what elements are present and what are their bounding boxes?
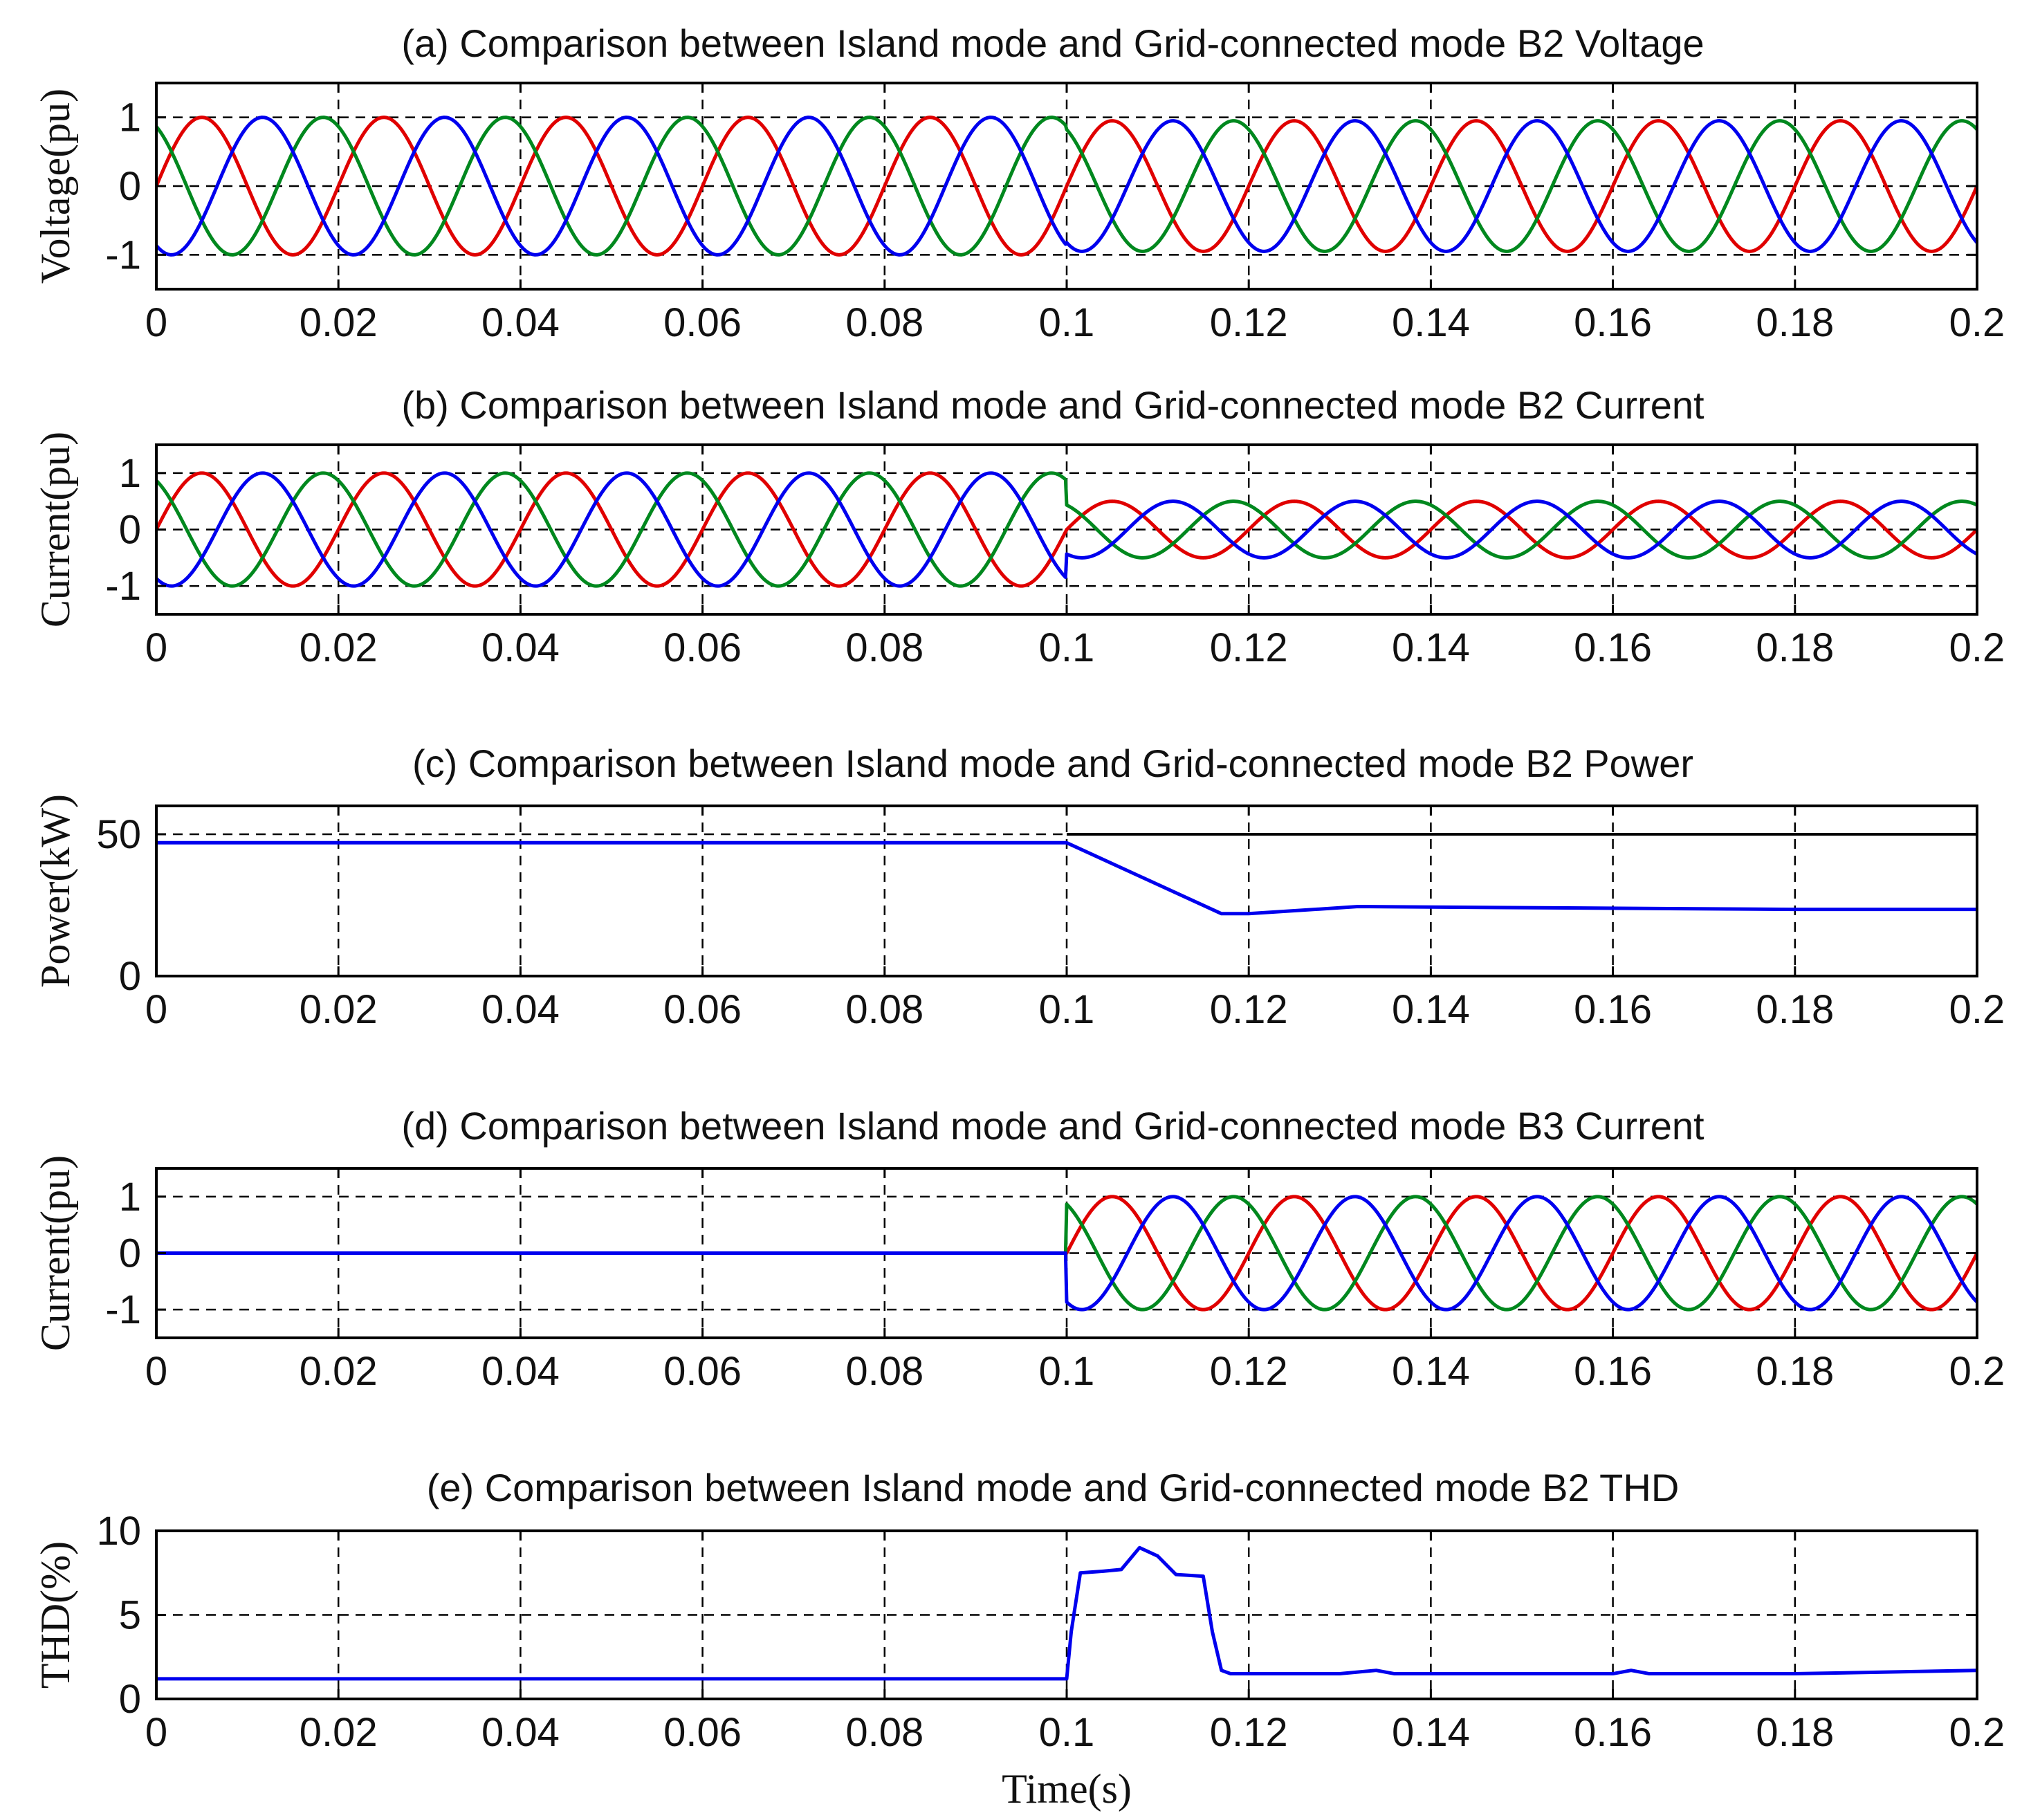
x-tick-label: 0.1 — [1039, 1710, 1095, 1755]
x-tick-label: 0.18 — [1756, 1349, 1834, 1394]
y-tick-label: -1 — [105, 232, 141, 277]
x-tick-label: 0.04 — [481, 1710, 560, 1755]
y-tick-label: 1 — [119, 95, 141, 140]
x-tick-label: 0.04 — [481, 1349, 560, 1394]
x-tick-label: 0.18 — [1756, 1710, 1834, 1755]
y-tick-label: 1 — [119, 1175, 141, 1220]
y-tick-label: 50 — [96, 812, 141, 857]
x-tick-label: 0.02 — [300, 625, 378, 670]
x-tick-label: 0.18 — [1756, 987, 1834, 1032]
y-tick-label: -1 — [105, 564, 141, 609]
x-tick-label: 0.12 — [1210, 987, 1288, 1032]
x-tick-label: 0.2 — [1949, 300, 2005, 345]
x-tick-label: 0.12 — [1210, 1710, 1288, 1755]
x-tick-label: 0.04 — [481, 987, 560, 1032]
x-tick-label: 0.12 — [1210, 300, 1288, 345]
x-tick-label: 0.06 — [663, 1710, 742, 1755]
series-line — [156, 1545, 1977, 1681]
x-tick-label: 0.02 — [300, 1710, 378, 1755]
chart-title: (c) Comparison between Island mode and G… — [412, 742, 1693, 785]
x-tick-label: 0.04 — [481, 300, 560, 345]
x-tick-label: 0.16 — [1574, 300, 1652, 345]
chart-title: (a) Comparison between Island mode and G… — [401, 21, 1704, 65]
y-axis-label: THD(%) — [33, 1541, 78, 1689]
x-tick-label: 0.1 — [1039, 987, 1095, 1032]
x-tick-label: 0.14 — [1392, 1349, 1470, 1394]
x-tick-label: 0.08 — [845, 987, 923, 1032]
x-tick-label: 0 — [145, 1349, 167, 1394]
phase-waveform-1 — [156, 471, 1977, 588]
phase-waveform-2 — [156, 116, 1977, 257]
x-tick-label: 0.08 — [845, 625, 923, 670]
y-tick-label: -1 — [105, 1287, 141, 1332]
series-line — [156, 840, 1977, 916]
y-tick-label: 0 — [119, 954, 141, 999]
x-tick-label: 0.06 — [663, 987, 742, 1032]
x-axis-label: Time(s) — [1002, 1766, 1132, 1812]
chart-panel-a: (a) Comparison between Island mode and G… — [33, 21, 2005, 345]
x-tick-label: 0.06 — [663, 1349, 742, 1394]
x-tick-label: 0.08 — [845, 1710, 923, 1755]
y-axis-label: Current(pu) — [33, 1155, 78, 1351]
phase-waveform-3 — [156, 116, 1977, 257]
y-tick-label: 0 — [119, 164, 141, 209]
y-axis-label: Power(kW) — [33, 794, 78, 988]
x-tick-label: 0.1 — [1039, 300, 1095, 345]
x-tick-label: 0.2 — [1949, 1710, 2005, 1755]
x-tick-label: 0 — [145, 625, 167, 670]
x-tick-label: 0.16 — [1574, 1710, 1652, 1755]
y-axis-label: Voltage(pu) — [33, 89, 78, 284]
x-tick-label: 0 — [145, 1710, 167, 1755]
phase-waveform-3 — [156, 471, 1977, 588]
chart-title: (d) Comparison between Island mode and G… — [401, 1104, 1704, 1148]
x-tick-label: 0.08 — [845, 1349, 923, 1394]
x-tick-label: 0.12 — [1210, 1349, 1288, 1394]
y-tick-label: 0 — [119, 508, 141, 553]
y-tick-label: 1 — [119, 451, 141, 496]
x-tick-label: 0.02 — [300, 1349, 378, 1394]
phase-waveform-3 — [156, 1195, 1977, 1312]
x-tick-label: 0.2 — [1949, 1349, 2005, 1394]
x-tick-label: 0.06 — [663, 625, 742, 670]
chart-panel-c: (c) Comparison between Island mode and G… — [33, 742, 2005, 1032]
y-tick-label: 10 — [96, 1509, 141, 1554]
x-tick-label: 0.08 — [845, 300, 923, 345]
chart-title: (b) Comparison between Island mode and G… — [401, 383, 1704, 427]
x-tick-label: 0.14 — [1392, 300, 1470, 345]
x-tick-label: 0.2 — [1949, 625, 2005, 670]
x-tick-label: 0.18 — [1756, 625, 1834, 670]
phase-waveform-1 — [156, 116, 1977, 257]
y-axis-label: Current(pu) — [33, 432, 78, 627]
x-tick-label: 0.1 — [1039, 625, 1095, 670]
y-tick-label: 5 — [119, 1593, 141, 1638]
x-tick-label: 0.14 — [1392, 987, 1470, 1032]
x-tick-label: 0.02 — [300, 300, 378, 345]
x-tick-label: 0.02 — [300, 987, 378, 1032]
x-tick-label: 0.18 — [1756, 300, 1834, 345]
x-tick-label: 0.12 — [1210, 625, 1288, 670]
x-tick-label: 0.16 — [1574, 1349, 1652, 1394]
chart-panel-e: (e) Comparison between Island mode and G… — [33, 1466, 2005, 1812]
x-tick-label: 0.2 — [1949, 987, 2005, 1032]
x-tick-label: 0.14 — [1392, 625, 1470, 670]
x-tick-label: 0 — [145, 300, 167, 345]
phase-waveform-2 — [156, 471, 1977, 588]
y-tick-label: 0 — [119, 1677, 141, 1722]
y-tick-label: 0 — [119, 1231, 141, 1276]
x-tick-label: 0.14 — [1392, 1710, 1470, 1755]
x-tick-label: 0.16 — [1574, 625, 1652, 670]
x-tick-label: 0 — [145, 987, 167, 1032]
x-tick-label: 0.1 — [1039, 1349, 1095, 1394]
x-tick-label: 0.16 — [1574, 987, 1652, 1032]
chart-title: (e) Comparison between Island mode and G… — [427, 1466, 1680, 1509]
x-tick-label: 0.04 — [481, 625, 560, 670]
x-tick-label: 0.06 — [663, 300, 742, 345]
chart-panel-d: (d) Comparison between Island mode and G… — [33, 1104, 2005, 1394]
chart-panel-b: (b) Comparison between Island mode and G… — [33, 383, 2005, 670]
